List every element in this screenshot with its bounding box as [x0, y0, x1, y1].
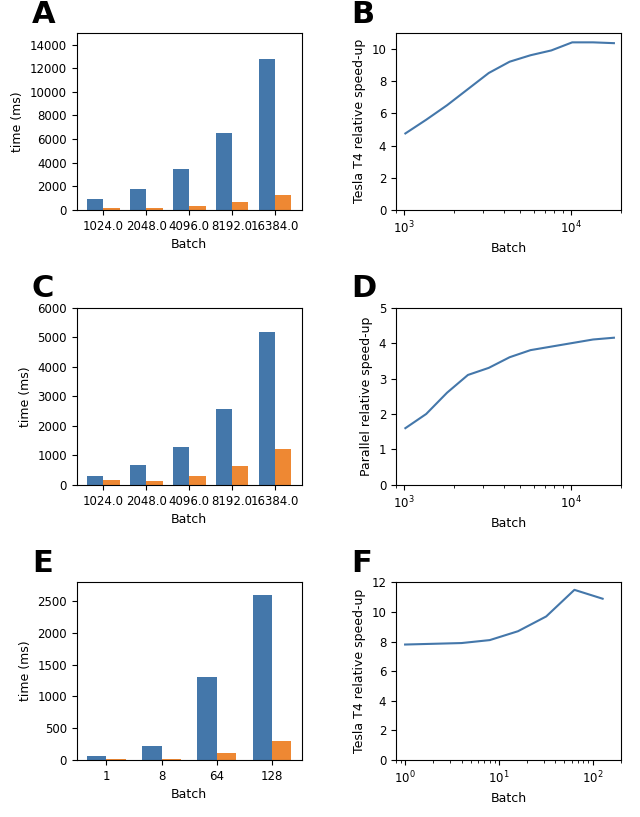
X-axis label: Batch: Batch	[171, 788, 207, 801]
Y-axis label: time (ms): time (ms)	[12, 91, 24, 152]
Bar	[189, 476, 205, 485]
Bar	[259, 60, 275, 210]
Text: C: C	[32, 275, 54, 303]
Text: E: E	[32, 549, 52, 578]
Bar	[253, 595, 272, 760]
Bar	[272, 742, 291, 760]
Bar	[147, 480, 163, 485]
Y-axis label: Parallel relative speed-up: Parallel relative speed-up	[360, 316, 373, 476]
X-axis label: Batch: Batch	[490, 517, 527, 529]
Bar	[189, 206, 205, 210]
Bar	[217, 752, 236, 760]
Bar	[173, 447, 189, 485]
Text: F: F	[351, 549, 372, 578]
Bar	[232, 203, 248, 210]
Bar	[87, 475, 103, 485]
Bar	[142, 746, 161, 760]
Text: B: B	[351, 0, 374, 29]
Y-axis label: Tesla T4 relative speed-up: Tesla T4 relative speed-up	[353, 39, 366, 203]
Y-axis label: Tesla T4 relative speed-up: Tesla T4 relative speed-up	[353, 589, 365, 753]
Bar	[103, 480, 120, 485]
Bar	[130, 466, 147, 485]
Bar	[216, 409, 232, 485]
Bar	[130, 189, 147, 210]
X-axis label: Batch: Batch	[171, 239, 207, 252]
Bar	[232, 466, 248, 485]
Bar	[147, 208, 163, 210]
Text: A: A	[32, 0, 56, 29]
X-axis label: Batch: Batch	[490, 242, 527, 255]
Bar	[216, 132, 232, 210]
Bar	[87, 199, 103, 210]
Bar	[275, 449, 291, 485]
Bar	[87, 756, 106, 760]
Y-axis label: time (ms): time (ms)	[19, 366, 32, 426]
Bar	[103, 208, 120, 210]
Text: D: D	[351, 275, 376, 303]
Bar	[161, 758, 181, 760]
Bar	[198, 676, 217, 760]
X-axis label: Batch: Batch	[171, 513, 207, 526]
Bar	[173, 169, 189, 210]
Bar	[275, 195, 291, 210]
Y-axis label: time (ms): time (ms)	[19, 641, 32, 702]
X-axis label: Batch: Batch	[490, 792, 527, 805]
Bar	[259, 333, 275, 485]
